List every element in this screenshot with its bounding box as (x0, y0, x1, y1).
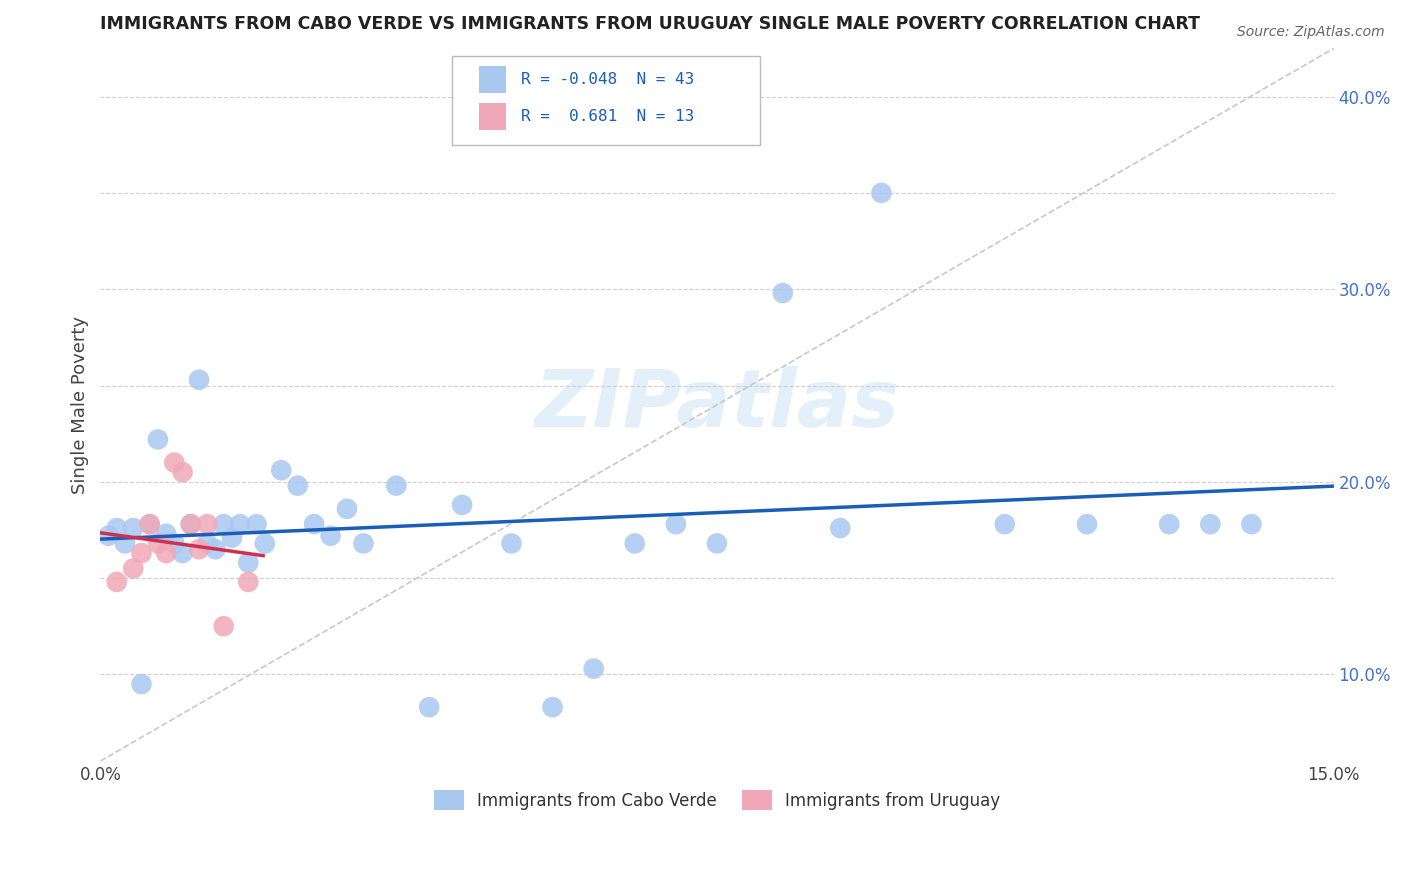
Point (582, 662, 605, 676)
Point (138, 517, 160, 532)
Point (1240, 517, 1263, 532)
FancyBboxPatch shape (479, 65, 506, 93)
Point (163, 536, 186, 550)
Point (994, 517, 1017, 532)
Point (212, 619, 235, 633)
Point (155, 526, 177, 541)
Point (229, 517, 252, 532)
Point (195, 536, 218, 550)
Text: R =  0.681  N = 13: R = 0.681 N = 13 (520, 109, 695, 124)
Point (163, 456, 186, 470)
Point (1159, 517, 1181, 532)
Point (122, 561, 145, 575)
Point (180, 517, 202, 532)
Point (418, 700, 440, 714)
Point (1199, 517, 1222, 532)
Point (221, 531, 243, 545)
Point (188, 542, 211, 557)
Point (623, 536, 645, 550)
Point (212, 517, 235, 532)
FancyBboxPatch shape (479, 103, 506, 130)
Point (105, 521, 128, 535)
Point (302, 517, 325, 532)
Point (146, 536, 169, 550)
Text: Source: ZipAtlas.com: Source: ZipAtlas.com (1237, 25, 1385, 39)
Point (253, 536, 276, 550)
Point (204, 542, 226, 557)
Text: IMMIGRANTS FROM CABO VERDE VS IMMIGRANTS FROM URUGUAY SINGLE MALE POVERTY CORREL: IMMIGRANTS FROM CABO VERDE VS IMMIGRANTS… (100, 15, 1201, 33)
Point (146, 433, 169, 447)
FancyBboxPatch shape (451, 55, 761, 145)
Point (270, 463, 292, 477)
Point (287, 478, 309, 492)
Point (501, 536, 523, 550)
Point (830, 521, 852, 535)
Point (451, 498, 474, 512)
Point (138, 517, 160, 532)
Point (385, 478, 408, 492)
Point (122, 521, 145, 535)
Point (172, 546, 194, 560)
Point (155, 546, 177, 560)
Point (172, 465, 194, 479)
Legend: Immigrants from Cabo Verde, Immigrants from Uruguay: Immigrants from Cabo Verde, Immigrants f… (427, 783, 1007, 817)
Point (665, 517, 688, 532)
Point (319, 529, 342, 543)
Point (706, 536, 728, 550)
Point (180, 517, 202, 532)
Point (336, 501, 359, 516)
Point (238, 574, 260, 589)
Y-axis label: Single Male Poverty: Single Male Poverty (72, 316, 89, 494)
Text: R = -0.048  N = 43: R = -0.048 N = 43 (520, 71, 695, 87)
Point (541, 700, 564, 714)
Point (870, 186, 893, 200)
Point (195, 517, 218, 532)
Point (772, 286, 794, 301)
Point (105, 574, 128, 589)
Point (1076, 517, 1098, 532)
Point (245, 517, 267, 532)
Point (97, 529, 120, 543)
Point (353, 536, 375, 550)
Point (131, 546, 153, 560)
Point (238, 556, 260, 570)
Text: ZIPatlas: ZIPatlas (534, 366, 900, 443)
Point (114, 536, 136, 550)
Point (131, 677, 153, 691)
Point (188, 373, 211, 387)
